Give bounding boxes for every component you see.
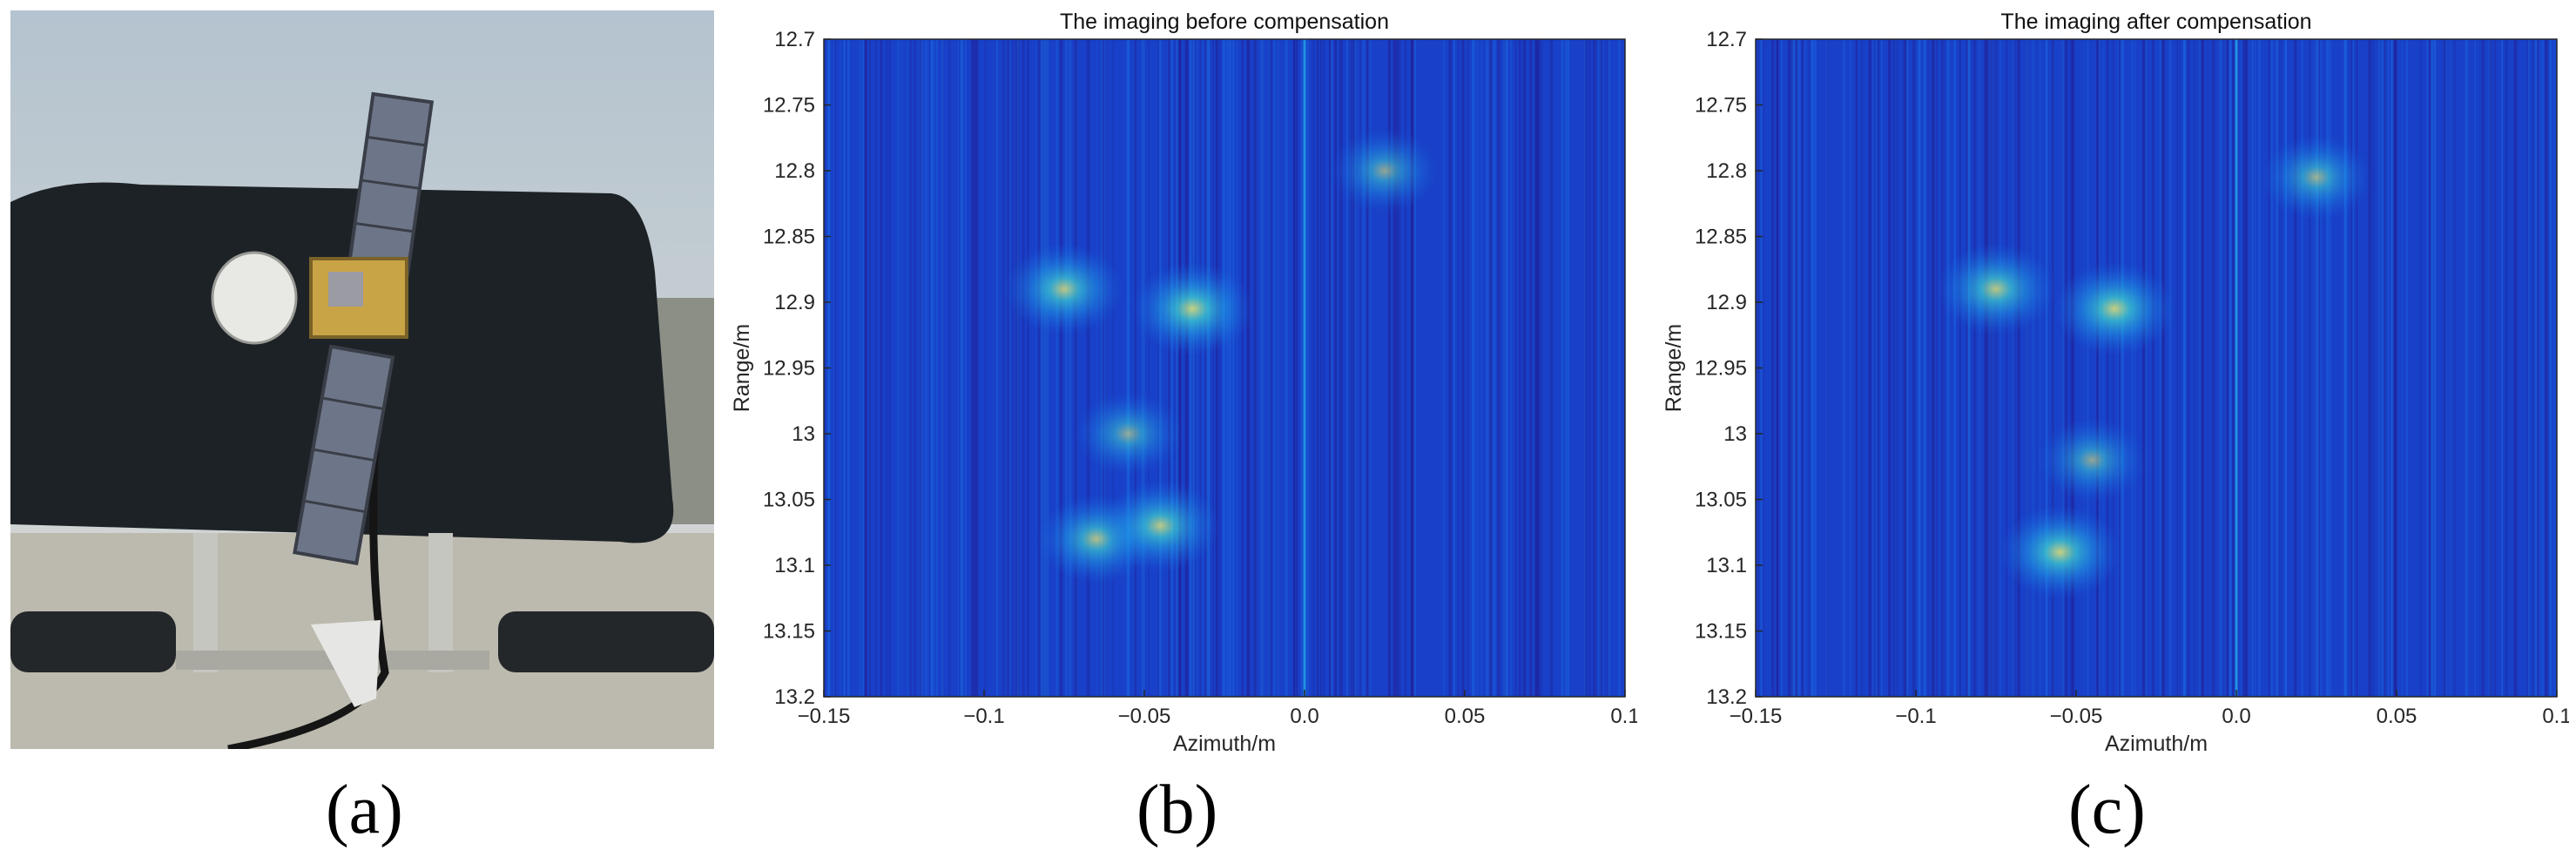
satellite-model-photo [10,10,714,749]
x-tick-label: −0.1 [963,705,1004,728]
heatmap-texture [1757,39,2557,697]
y-tick-label: 12.7 [1706,28,1747,51]
x-axis-label: Azimuth/m [2105,732,2208,756]
chart-before-compensation: −0.15 −0.1 −0.05 0.0 0.05 0.1 12.7 12.75 12.8 12.… [730,10,1637,756]
scatterer-blob [1074,392,1183,476]
y-tick-label: 13.2 [1706,685,1747,709]
x-tick-label: −0.15 [798,705,851,728]
y-tick-label: 12.7 [774,28,815,51]
y-axis-label: Range/m [1662,324,1686,412]
chart-after-compensation: −0.15 −0.1 −0.05 0.0 0.05 0.1 12.7 12.75 12.8 12.… [1662,10,2569,756]
scatterer-blob [1936,243,2056,335]
scatterer-blob [1101,479,1220,572]
scatterer-blob [2261,134,2372,220]
heatmap-texture [824,39,1621,697]
y-tick-label: 12.9 [774,291,815,314]
x-axis-label: Azimuth/m [1173,732,1276,756]
x-tick-label: 0.0 [1290,705,1318,728]
x-tick-label: −0.05 [2050,705,2103,728]
heatmap-background [824,39,1625,697]
label-b: (b) [1136,772,1218,848]
x-tick-label: 0.05 [2377,705,2418,728]
y-tick-label: 13.05 [763,489,815,512]
y-tick-label: 13.15 [763,620,815,644]
y-tick-label: 12.85 [763,226,815,249]
x-tick-label: −0.15 [1730,705,1783,728]
scatterer-blob [1331,129,1439,213]
mount-bracket [311,620,381,707]
x-tick-label: −0.05 [1118,705,1171,728]
scatterer-blob [1004,243,1124,335]
y-tick-label: 12.9 [1706,291,1747,314]
y-tick-label: 12.75 [1695,94,1747,118]
y-tick-label: 13.1 [1706,554,1747,577]
y-axis-label: Range/m [730,324,754,412]
y-tick-label: 12.8 [1706,159,1747,183]
scatterer-blob [2038,418,2147,503]
y-tick-label: 13.2 [774,685,815,709]
scatterer-blob [1131,261,1253,356]
y-tick-label: 13.1 [774,554,815,577]
x-tick-label: 0.1 [1610,705,1637,728]
scatterer-blob [1999,504,2121,599]
x-tick-label: −0.1 [1895,705,1936,728]
label-a: (a) [326,772,403,848]
chart-title: The imaging after compensation [2000,10,2311,34]
y-tick-label: 12.85 [1695,226,1747,249]
x-tick-label: 0.1 [2542,705,2569,728]
y-tick-label: 12.95 [763,357,815,381]
y-tick-label: 12.8 [774,159,815,183]
scatterer-blob [2053,261,2175,356]
y-tick-label: 12.95 [1695,357,1747,381]
x-tick-label: 0.05 [1445,705,1486,728]
y-tick-label: 13.15 [1695,620,1747,644]
y-tick-label: 13.05 [1695,489,1747,512]
y-tick-label: 13 [792,422,815,446]
y-tick-label: 13 [1723,422,1747,446]
y-tick-label: 12.75 [763,94,815,118]
label-c: (c) [2068,772,2146,848]
heatmap-background [1756,39,2557,697]
dish-antenna [211,251,298,345]
chart-title: The imaging before compensation [1060,10,1389,34]
x-tick-label: 0.0 [2222,705,2250,728]
solar-panel-lower [293,344,395,566]
